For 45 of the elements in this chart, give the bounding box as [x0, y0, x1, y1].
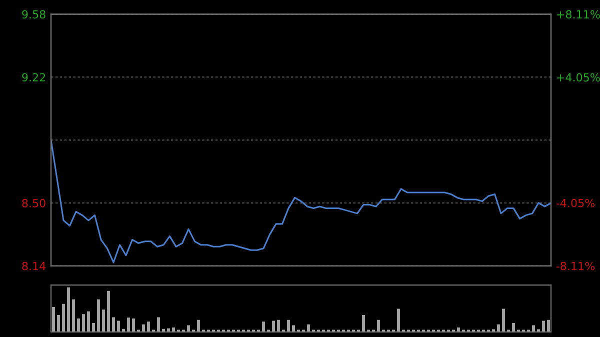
bar [157, 317, 160, 332]
bar [57, 314, 60, 332]
bar [92, 323, 95, 332]
bar [512, 323, 515, 332]
bar [82, 314, 85, 332]
bar [142, 324, 145, 332]
bar [72, 299, 75, 332]
bar [97, 299, 100, 332]
y-tick-label: 9.22 [22, 73, 46, 82]
bar [107, 290, 110, 332]
bar [52, 306, 55, 332]
line-series [51, 139, 551, 264]
bar [67, 287, 70, 332]
bar [87, 311, 90, 332]
bar [112, 317, 115, 332]
bar [277, 320, 280, 332]
bar [547, 320, 550, 332]
y2-tick-label: +8.11% [557, 10, 600, 19]
bar [197, 320, 200, 332]
y2-tick-label: -8.11% [556, 262, 595, 270]
bar [132, 318, 135, 332]
y-tick-label: 8.50 [22, 198, 46, 208]
y2-tick-label: -4.05% [556, 198, 595, 208]
bar [292, 325, 295, 332]
y-tick-label: 8.14 [22, 262, 46, 270]
bar [77, 318, 80, 332]
bar [62, 304, 65, 332]
bar [307, 324, 310, 332]
bar [377, 320, 380, 332]
bar [117, 320, 120, 332]
y2-tick-label: +4.05% [557, 73, 600, 82]
bar [127, 318, 130, 332]
bar [287, 320, 290, 332]
bar [262, 322, 265, 332]
bar [502, 308, 505, 332]
bar [497, 324, 500, 332]
bar [362, 314, 365, 332]
bar [542, 320, 545, 332]
bar [532, 325, 535, 332]
bar [187, 325, 190, 332]
bar [147, 322, 150, 332]
bar [272, 320, 275, 332]
bar [397, 308, 400, 332]
bar [102, 310, 105, 332]
y-tick-label: 9.58 [22, 10, 46, 19]
